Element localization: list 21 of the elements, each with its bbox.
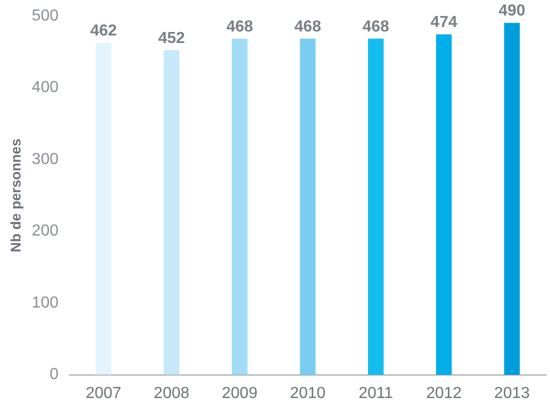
y-tick-label: 100 <box>32 294 59 312</box>
y-axis-title: Nb de personnes <box>7 138 24 252</box>
y-tick-label: 400 <box>32 79 59 96</box>
y-tick-label: 300 <box>32 150 59 168</box>
data-label: 468 <box>226 18 254 36</box>
x-tick-label: 2007 <box>86 384 122 402</box>
x-tick-label: 2012 <box>426 384 462 402</box>
y-tick-label: 500 <box>32 7 59 24</box>
y-tick-label: 0 <box>50 366 59 384</box>
x-tick-label: 2010 <box>290 384 326 402</box>
data-label: 474 <box>430 14 458 32</box>
x-tick-label: 2008 <box>154 384 190 402</box>
data-label: 452 <box>158 30 186 47</box>
x-tick-label: 2013 <box>494 384 530 402</box>
data-label: 468 <box>294 18 322 36</box>
data-label: 462 <box>90 22 117 40</box>
x-tick-label: 2011 <box>358 384 394 402</box>
x-tick-label: 2009 <box>222 384 258 402</box>
data-label: 468 <box>362 18 390 36</box>
data-label: 490 <box>498 2 526 20</box>
y-tick-label: 200 <box>32 222 59 240</box>
